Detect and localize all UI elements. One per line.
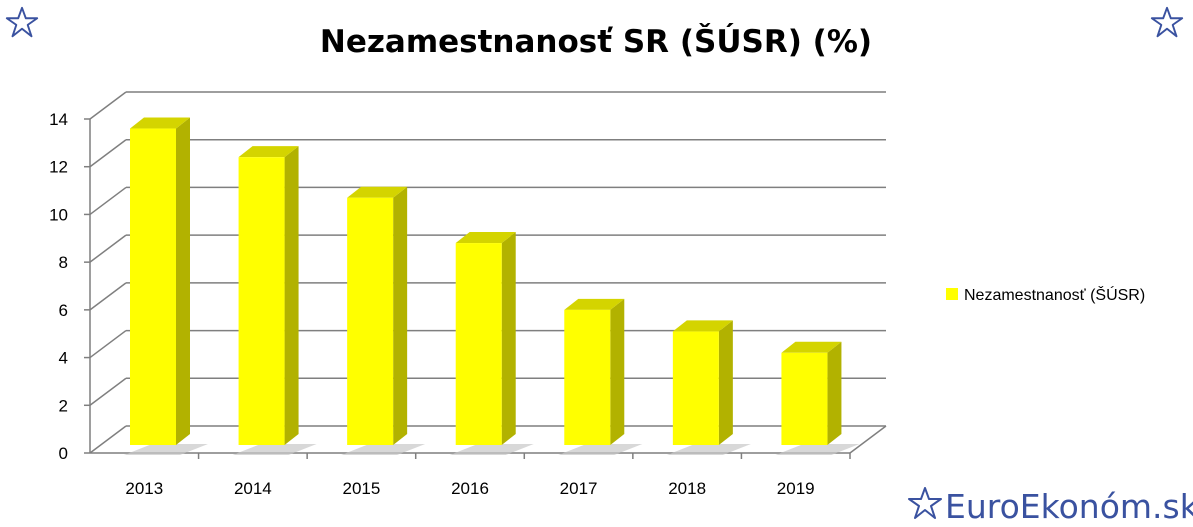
bar-front (781, 352, 828, 445)
gridline (89, 282, 127, 311)
bar-front (455, 243, 502, 445)
y-tick-label: 12 (49, 158, 68, 177)
y-tick-label: 10 (49, 205, 68, 224)
bar-top (564, 298, 625, 310)
y-tick-label: 2 (59, 396, 68, 415)
gridline (89, 186, 127, 216)
bar-shadow (232, 444, 317, 455)
y-axis-tick-labels: 0 2 4 6 8 10 12 14 (49, 110, 68, 463)
gridline (89, 91, 127, 120)
gridline (89, 329, 127, 359)
bar (341, 186, 426, 455)
floor-edge (849, 425, 887, 454)
star-outline-icon (908, 487, 942, 519)
bar-side (393, 186, 408, 445)
bar (232, 146, 317, 455)
star-outline-icon (1150, 6, 1184, 38)
brand-logo: EuroEkonóm.sk (908, 487, 1193, 526)
x-category-label: 2013 (125, 479, 163, 498)
bar-shadow (449, 444, 534, 455)
bar-shadow (775, 444, 860, 455)
gridline (89, 425, 127, 454)
gridline (89, 139, 127, 168)
bar-front (672, 331, 719, 445)
chart-title: Nezamestnanosť SR (ŠÚSR) (%) (320, 23, 872, 60)
gridline (89, 234, 127, 263)
bar-shadow (558, 444, 643, 455)
y-tick-label: 4 (59, 349, 68, 368)
bar-top (347, 186, 408, 198)
bar-side (827, 341, 842, 445)
bar (558, 298, 643, 455)
bar-side (501, 232, 516, 445)
x-category-label: 2018 (668, 479, 706, 498)
legend: Nezamestnanosť (ŠÚSR) (946, 285, 1145, 304)
bar-top (238, 146, 299, 158)
bar-front (564, 309, 611, 445)
bar (775, 341, 860, 455)
bar-top (130, 117, 190, 129)
star-outline-icon (5, 6, 39, 38)
y-tick-label: 0 (59, 444, 68, 463)
bar (666, 320, 751, 455)
bar-front (347, 197, 394, 445)
legend-swatch (946, 288, 958, 300)
bar-top (672, 320, 733, 332)
y-tick-label: 6 (59, 301, 68, 320)
bar-shadow (341, 444, 426, 455)
legend-label: Nezamestnanosť (ŠÚSR) (964, 285, 1145, 304)
brand-text: EuroEkonóm.sk (945, 487, 1193, 526)
x-axis-category-labels: 2013 2014 2015 2016 2017 2018 2019 (125, 479, 814, 498)
bar-side (284, 146, 299, 445)
bar-front (130, 128, 176, 446)
bar-shadow (666, 444, 751, 455)
bar-top (455, 232, 516, 244)
bar (124, 117, 208, 455)
bar-side (718, 320, 733, 445)
bars (124, 117, 860, 455)
x-category-label: 2019 (777, 479, 815, 498)
bar-shadow (124, 444, 208, 455)
x-category-label: 2017 (560, 479, 598, 498)
bar-top (781, 341, 842, 353)
bar (449, 232, 534, 455)
x-category-label: 2016 (451, 479, 489, 498)
gridline (89, 377, 127, 406)
y-tick-label: 14 (49, 110, 68, 129)
bar-side (610, 298, 625, 445)
y-tick-label: 8 (59, 253, 68, 272)
x-category-label: 2014 (234, 479, 272, 498)
bar-front (238, 157, 285, 445)
bar-side (176, 117, 190, 446)
x-category-label: 2015 (343, 479, 381, 498)
